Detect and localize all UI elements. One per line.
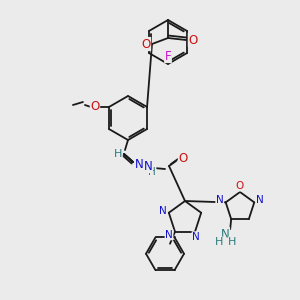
Text: H: H [148,167,156,177]
Text: N: N [192,232,200,242]
Text: H: H [114,149,122,159]
Text: N: N [144,160,152,172]
Text: H: H [228,237,236,247]
Text: N: N [216,195,224,206]
Text: N: N [165,230,173,240]
Text: N: N [256,195,264,206]
Text: H: H [215,237,224,247]
Text: N: N [159,206,167,216]
Text: O: O [236,181,244,191]
Text: O: O [141,38,151,50]
Text: O: O [178,152,188,164]
Text: O: O [188,34,198,46]
Text: F: F [165,50,171,62]
Text: N: N [135,158,143,170]
Text: N: N [221,228,230,241]
Text: O: O [90,100,100,113]
